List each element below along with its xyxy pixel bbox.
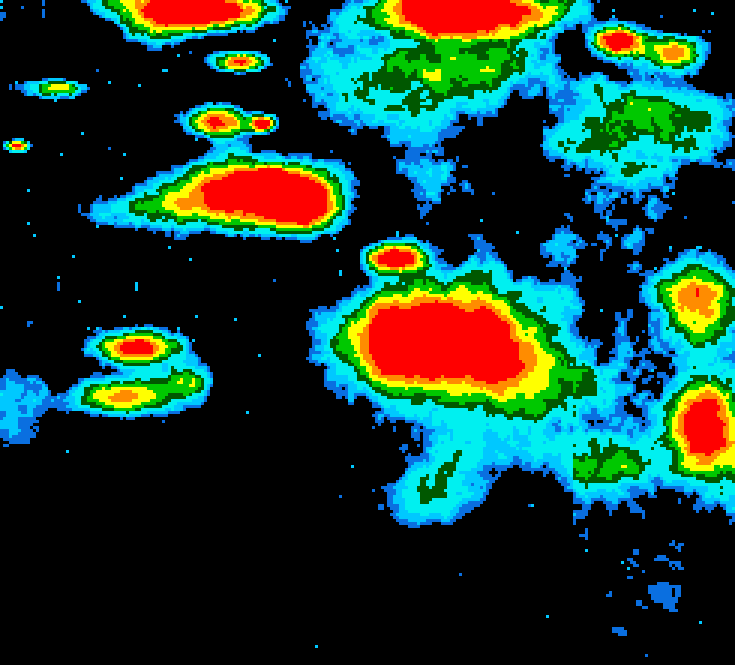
radar-image-viewport: Composite Reflectivity Radar Mosaic	[0, 0, 735, 665]
radar-reflectivity-canvas	[0, 0, 735, 665]
